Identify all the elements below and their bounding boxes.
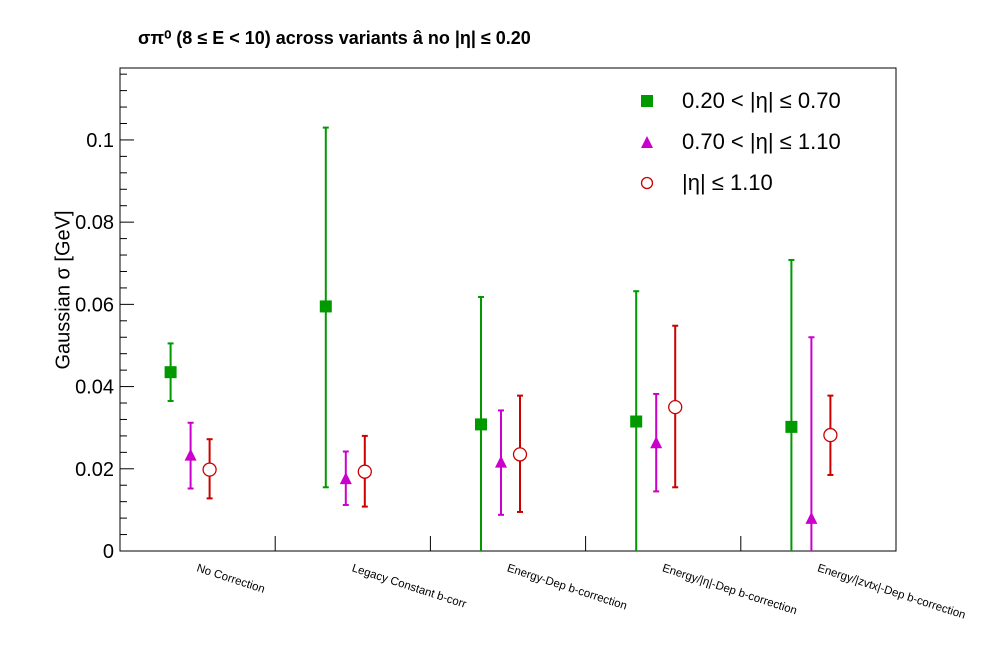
data-point-triangle: [495, 455, 507, 468]
data-point-triangle: [650, 436, 663, 449]
data-point-square: [630, 415, 643, 428]
data-point-circle: [668, 399, 683, 415]
data-point-circle: [823, 427, 838, 443]
data-point-square: [475, 418, 487, 431]
data-point-circle: [202, 462, 217, 477]
plot-frame: [119, 67, 897, 552]
data-point-circle: [512, 447, 528, 462]
legend-square-marker: [641, 95, 653, 107]
data-point-circle: [357, 464, 372, 479]
data-point-triangle: [339, 472, 352, 485]
y-tick-label: 0.08: [75, 212, 114, 234]
y-tick-label: 0.1: [86, 130, 114, 152]
x-category-label: Energy/|η|-Dep b-correction: [661, 562, 799, 617]
y-tick-label: 0.06: [75, 294, 114, 316]
x-category-label: Energy/|zvtx|-Dep b-correction: [816, 562, 967, 621]
y-axis-label: Gaussian σ [GeV]: [52, 210, 75, 370]
legend-triangle-marker: [641, 136, 653, 148]
legend: 0.20 < |η| ≤ 0.70 0.70 < |η| ≤ 1.10 |η| …: [634, 80, 914, 203]
data-point-square: [785, 420, 798, 433]
legend-entry-series-2: |η| ≤ 1.10: [634, 162, 914, 203]
data-point-triangle: [805, 511, 818, 524]
legend-label-series-2: |η| ≤ 1.10: [682, 170, 773, 195]
legend-label-series-1: 0.70 < |η| ≤ 1.10: [682, 129, 841, 154]
legend-open-circle-marker: [640, 176, 654, 190]
y-tick-label: 0.04: [75, 377, 114, 399]
legend-label-series-0: 0.20 < |η| ≤ 0.70: [682, 88, 841, 113]
y-tick-label: 0.02: [75, 459, 114, 481]
chart-title: σπ⁰ (8 ≤ E < 10) across variants â no |η…: [138, 28, 531, 48]
data-point-square: [164, 366, 177, 379]
legend-entry-series-1: 0.70 < |η| ≤ 1.10: [634, 121, 914, 162]
y-tick-label: 0: [103, 541, 114, 563]
legend-entry-series-0: 0.20 < |η| ≤ 0.70: [634, 80, 914, 121]
x-category-label: Legacy Constant b-corr: [350, 562, 468, 610]
data-point-square: [319, 300, 332, 313]
x-category-label: Energy-Dep b-correction: [505, 562, 628, 612]
data-point-triangle: [184, 448, 197, 461]
x-category-label: No Correction: [195, 562, 266, 595]
